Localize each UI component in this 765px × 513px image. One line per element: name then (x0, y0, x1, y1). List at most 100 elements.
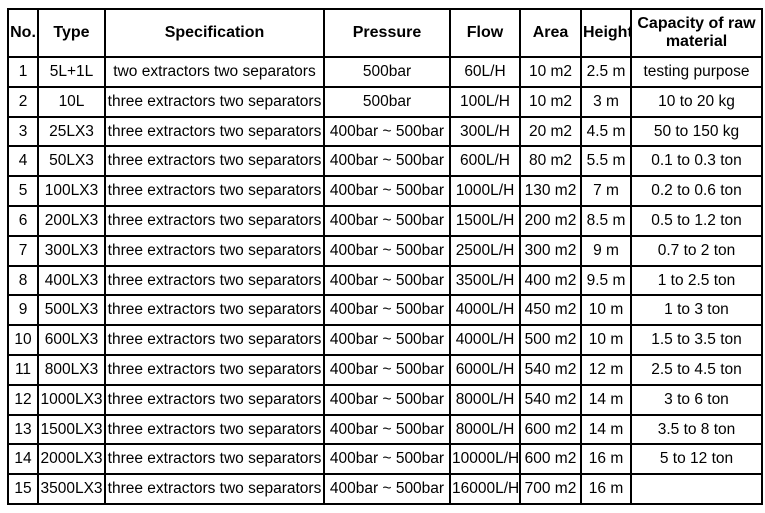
cell-no: 15 (7, 473, 39, 505)
cell-type: 5L+1L (37, 56, 106, 88)
cell-specification: three extractors two separators (104, 294, 325, 327)
cell-height: 3 m (580, 85, 632, 118)
cell-flow: 60L/H (449, 56, 521, 88)
cell-capacity (630, 473, 763, 505)
column-header-no: No. (7, 8, 39, 58)
cell-no: 7 (7, 234, 39, 267)
header-row: No. Type Specification Pressure Flow Area Heig… (7, 8, 763, 58)
cell-area: 300 m2 (519, 234, 582, 267)
cell-flow: 300L/H (449, 115, 521, 148)
cell-pressure: 400bar ~ 500bar (323, 324, 451, 356)
cell-type: 25LX3 (37, 115, 106, 148)
cell-no: 5 (7, 175, 39, 207)
column-header-type: Type (37, 8, 106, 58)
table-row: 2 10L three extractors two separators 500ba… (7, 85, 763, 118)
cell-capacity: 1.5 to 3.5 ton (630, 324, 763, 356)
cell-specification: three extractors two separators (104, 383, 325, 416)
cell-no: 2 (7, 85, 39, 118)
cell-flow: 100L/H (449, 85, 521, 118)
cell-height: 16 m (580, 473, 632, 505)
cell-pressure: 400bar ~ 500bar (323, 294, 451, 327)
cell-specification: three extractors two separators (104, 115, 325, 148)
cell-area: 500 m2 (519, 324, 582, 356)
cell-type: 300LX3 (37, 234, 106, 267)
cell-type: 1500LX3 (37, 413, 106, 446)
cell-no: 10 (7, 324, 39, 356)
cell-height: 14 m (580, 383, 632, 416)
cell-height: 14 m (580, 413, 632, 446)
cell-specification: three extractors two separators (104, 353, 325, 386)
cell-area: 80 m2 (519, 145, 582, 178)
cell-height: 4.5 m (580, 115, 632, 148)
cell-height: 9.5 m (580, 264, 632, 297)
cell-height: 5.5 m (580, 145, 632, 178)
cell-type: 10L (37, 85, 106, 118)
cell-specification: three extractors two separators (104, 443, 325, 476)
cell-flow: 1500L/H (449, 204, 521, 237)
cell-no: 3 (7, 115, 39, 148)
cell-no: 11 (7, 353, 39, 386)
cell-area: 540 m2 (519, 353, 582, 386)
cell-specification: three extractors two separators (104, 85, 325, 118)
table-row: 10 600LX3 three extractors two separators 4… (7, 324, 763, 356)
cell-flow: 16000L/H (449, 473, 521, 505)
cell-capacity: 0.2 to 0.6 ton (630, 175, 763, 207)
cell-area: 200 m2 (519, 204, 582, 237)
table-row: 14 2000LX3 three extractors two separators… (7, 443, 763, 476)
cell-capacity: 0.7 to 2 ton (630, 234, 763, 267)
table-row: 6 200LX3 three extractors two separators 40… (7, 204, 763, 237)
cell-specification: three extractors two separators (104, 234, 325, 267)
table-row: 5 100LX3 three extractors two separators 40… (7, 175, 763, 207)
cell-capacity: 3.5 to 8 ton (630, 413, 763, 446)
cell-type: 500LX3 (37, 294, 106, 327)
cell-pressure: 500bar (323, 56, 451, 88)
column-header-flow: Flow (449, 8, 521, 58)
cell-type: 50LX3 (37, 145, 106, 178)
cell-flow: 4000L/H (449, 324, 521, 356)
cell-no: 1 (7, 56, 39, 88)
cell-area: 600 m2 (519, 413, 582, 446)
cell-no: 6 (7, 204, 39, 237)
cell-height: 7 m (580, 175, 632, 207)
extractor-spec-table: No. Type Specification Pressure Flow Area Heig… (7, 8, 763, 505)
cell-specification: three extractors two separators (104, 204, 325, 237)
cell-type: 400LX3 (37, 264, 106, 297)
table-row: 15 3500LX3 three extractors two separators… (7, 473, 763, 505)
cell-area: 400 m2 (519, 264, 582, 297)
cell-pressure: 400bar ~ 500bar (323, 443, 451, 476)
column-header-height: Height (580, 8, 632, 58)
cell-capacity: 0.5 to 1.2 ton (630, 204, 763, 237)
cell-pressure: 400bar ~ 500bar (323, 353, 451, 386)
cell-pressure: 400bar ~ 500bar (323, 234, 451, 267)
table-body: 1 5L+1L two extractors two separators 500ba… (7, 56, 763, 505)
cell-height: 2.5 m (580, 56, 632, 88)
cell-area: 130 m2 (519, 175, 582, 207)
cell-capacity: 1 to 2.5 ton (630, 264, 763, 297)
cell-no: 8 (7, 264, 39, 297)
cell-height: 10 m (580, 294, 632, 327)
cell-height: 10 m (580, 324, 632, 356)
cell-capacity: 50 to 150 kg (630, 115, 763, 148)
cell-specification: three extractors two separators (104, 175, 325, 207)
cell-specification: three extractors two separators (104, 413, 325, 446)
cell-pressure: 400bar ~ 500bar (323, 264, 451, 297)
cell-area: 700 m2 (519, 473, 582, 505)
cell-specification: three extractors two separators (104, 473, 325, 505)
table-row: 8 400LX3 three extractors two separators 40… (7, 264, 763, 297)
table-row: 13 1500LX3 three extractors two separators… (7, 413, 763, 446)
cell-flow: 10000L/H (449, 443, 521, 476)
cell-specification: three extractors two separators (104, 264, 325, 297)
cell-capacity: 3 to 6 ton (630, 383, 763, 416)
table-header: No. Type Specification Pressure Flow Area Heig… (7, 8, 763, 58)
table-row: 9 500LX3 three extractors two separators 40… (7, 294, 763, 327)
cell-flow: 4000L/H (449, 294, 521, 327)
cell-pressure: 400bar ~ 500bar (323, 175, 451, 207)
cell-height: 9 m (580, 234, 632, 267)
cell-capacity: 0.1 to 0.3 ton (630, 145, 763, 178)
cell-type: 3500LX3 (37, 473, 106, 505)
column-header-capacity: Capacity of raw material (630, 8, 763, 58)
table-row: 3 25LX3 three extractors two separators 400… (7, 115, 763, 148)
cell-pressure: 400bar ~ 500bar (323, 413, 451, 446)
cell-flow: 6000L/H (449, 353, 521, 386)
cell-area: 10 m2 (519, 56, 582, 88)
